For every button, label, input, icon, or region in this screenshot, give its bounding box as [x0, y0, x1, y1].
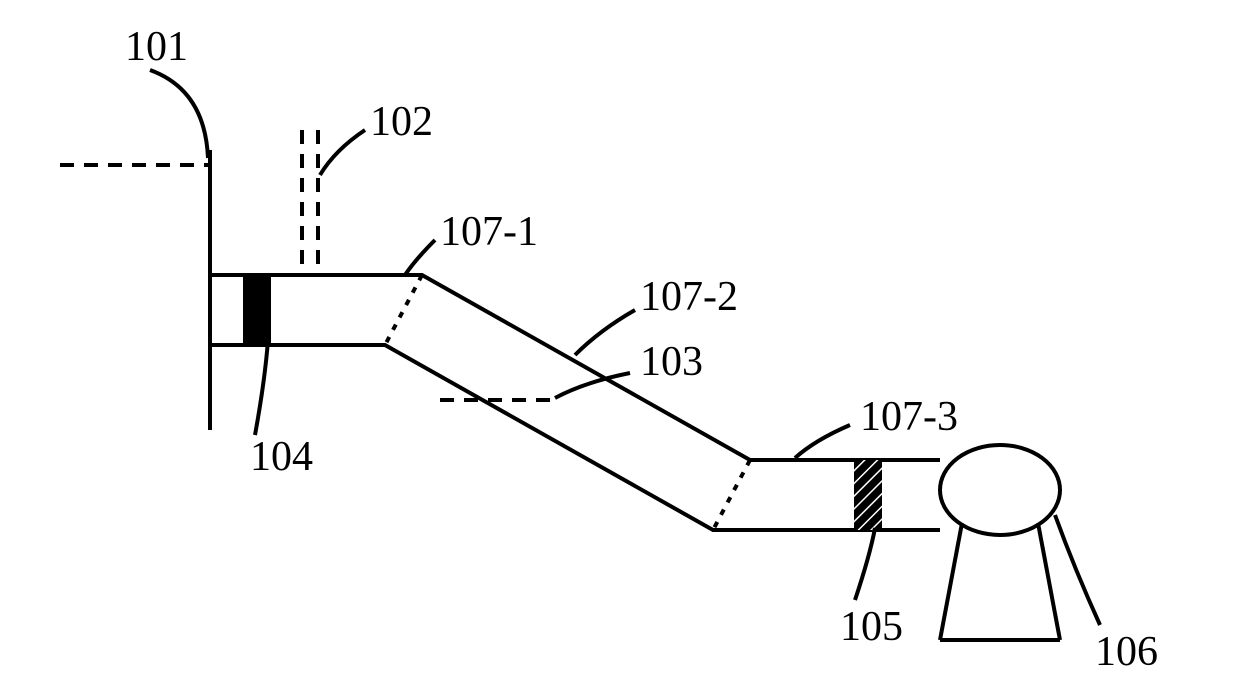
block-105-hatch — [854, 460, 882, 530]
fan-ellipse — [940, 445, 1060, 535]
leader-107-2 — [575, 310, 635, 355]
leader-107-3 — [795, 425, 850, 458]
label-107-1: 107-1 — [440, 209, 538, 255]
label-103: 103 — [640, 339, 703, 385]
duct-bottom-outline — [210, 345, 940, 530]
leader-105 — [855, 528, 875, 600]
leader-102 — [320, 130, 365, 175]
leader-107-1 — [405, 240, 435, 275]
label-104: 104 — [250, 434, 313, 480]
label-105: 105 — [840, 604, 903, 650]
fan-cone-right — [1038, 523, 1060, 640]
leader-106 — [1055, 515, 1100, 625]
label-107-2: 107-2 — [640, 274, 738, 320]
duct-joint-2 — [713, 460, 750, 530]
diagram-canvas: 101 102 107-1 107-2 103 107-3 104 105 10… — [0, 0, 1235, 698]
fan-cone-left — [940, 523, 962, 640]
duct-joint-1 — [385, 275, 422, 345]
leader-104 — [255, 340, 268, 435]
label-106: 106 — [1095, 629, 1158, 675]
leader-101 — [150, 70, 208, 158]
block-104 — [243, 275, 271, 345]
label-102: 102 — [370, 99, 433, 145]
label-101: 101 — [125, 24, 188, 70]
label-107-3: 107-3 — [860, 394, 958, 440]
